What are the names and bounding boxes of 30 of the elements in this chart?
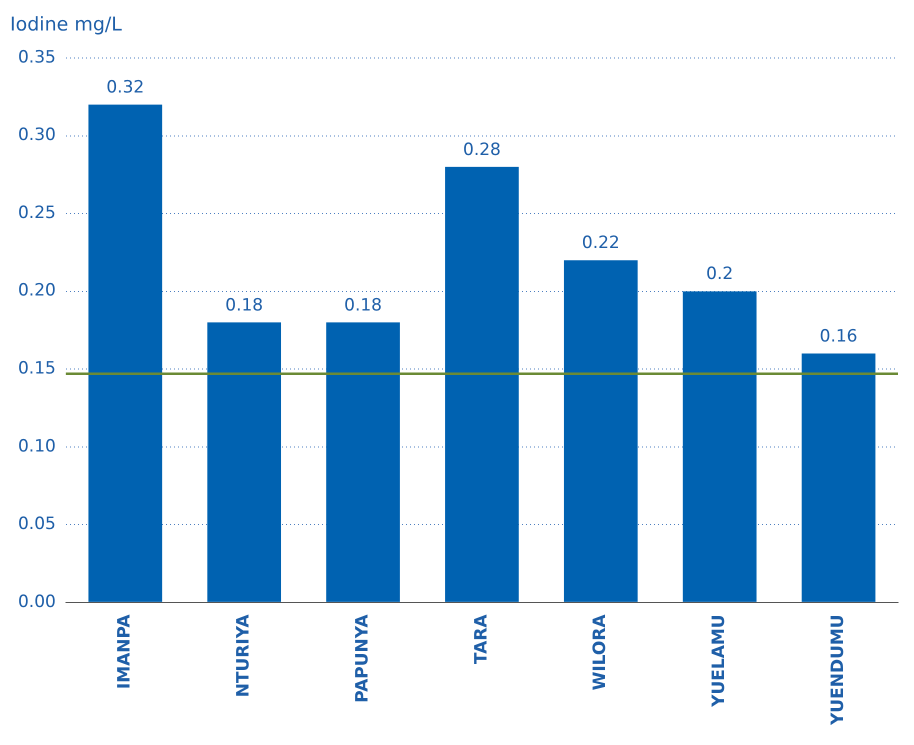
data-label: 0.18 bbox=[344, 295, 382, 316]
y-axis-title: Iodine mg/L bbox=[10, 13, 122, 36]
bar bbox=[564, 260, 638, 602]
bar bbox=[682, 291, 757, 602]
y-tick-label: 0.00 bbox=[18, 592, 56, 612]
y-tick-label: 0.25 bbox=[18, 202, 56, 223]
bar bbox=[207, 322, 282, 602]
x-tick-label: PAPUNYA bbox=[352, 614, 372, 703]
data-label: 0.16 bbox=[820, 326, 858, 346]
y-tick-label: 0.10 bbox=[18, 436, 56, 456]
x-tick-label: IMANPA bbox=[114, 614, 135, 690]
y-tick-label: 0.15 bbox=[18, 358, 56, 379]
data-label: 0.32 bbox=[106, 78, 144, 98]
x-tick-label: YUENDUMU bbox=[828, 614, 848, 726]
bar bbox=[445, 166, 519, 602]
bar bbox=[802, 354, 876, 602]
y-tick-label: 0.30 bbox=[18, 125, 56, 146]
y-tick-label: 0.35 bbox=[18, 47, 56, 68]
x-tick-label: YUELAMU bbox=[709, 614, 730, 708]
data-label: 0.2 bbox=[706, 264, 734, 284]
x-tick-label: TARA bbox=[471, 614, 492, 664]
data-label: 0.18 bbox=[225, 295, 264, 316]
bar bbox=[326, 322, 400, 602]
data-label: 0.28 bbox=[462, 140, 501, 160]
data-label: 0.22 bbox=[582, 233, 620, 254]
y-tick-label: 0.05 bbox=[18, 514, 56, 534]
y-tick-label: 0.20 bbox=[18, 280, 56, 301]
x-tick-label: NTURIYA bbox=[234, 614, 254, 698]
bar bbox=[88, 104, 162, 602]
x-tick-label: WILORA bbox=[590, 614, 610, 690]
